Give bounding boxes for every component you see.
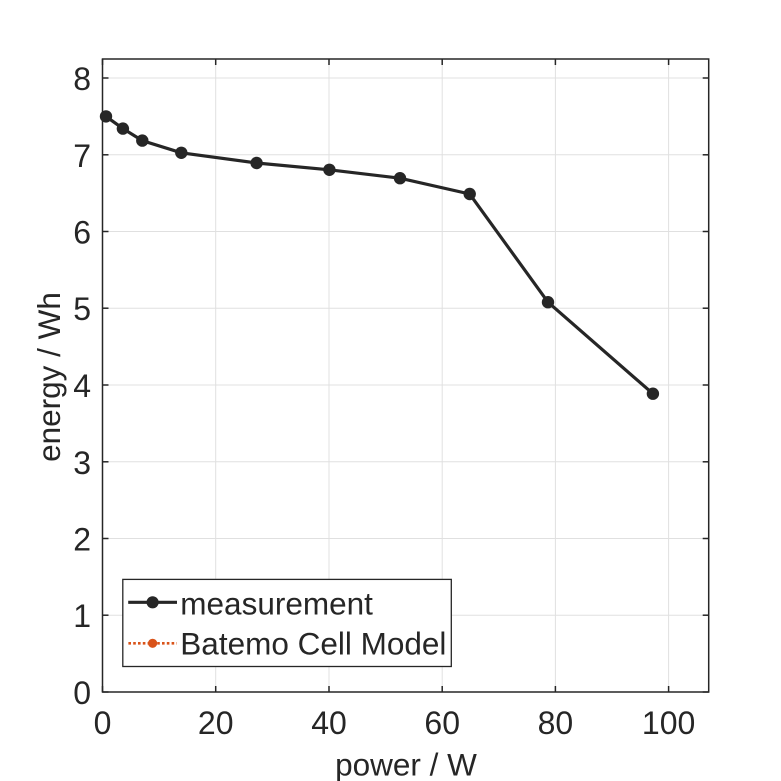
svg-text:2: 2 xyxy=(73,522,91,558)
svg-text:100: 100 xyxy=(642,705,695,741)
svg-text:20: 20 xyxy=(198,705,234,741)
svg-text:7: 7 xyxy=(73,138,91,174)
svg-text:5: 5 xyxy=(73,291,91,327)
svg-text:80: 80 xyxy=(538,705,574,741)
svg-text:power / W: power / W xyxy=(335,746,477,781)
svg-text:8: 8 xyxy=(73,61,91,97)
svg-text:0: 0 xyxy=(73,675,91,711)
svg-text:3: 3 xyxy=(73,445,91,481)
svg-text:energy / Wh: energy / Wh xyxy=(31,292,67,462)
svg-text:40: 40 xyxy=(311,705,347,741)
svg-text:0: 0 xyxy=(94,705,112,741)
svg-text:60: 60 xyxy=(424,705,460,741)
svg-text:Batemo Cell Model: Batemo Cell Model xyxy=(180,625,446,661)
svg-text:measurement: measurement xyxy=(180,586,373,622)
svg-text:6: 6 xyxy=(73,215,91,251)
svg-text:4: 4 xyxy=(73,368,91,404)
svg-text:1: 1 xyxy=(73,598,91,634)
